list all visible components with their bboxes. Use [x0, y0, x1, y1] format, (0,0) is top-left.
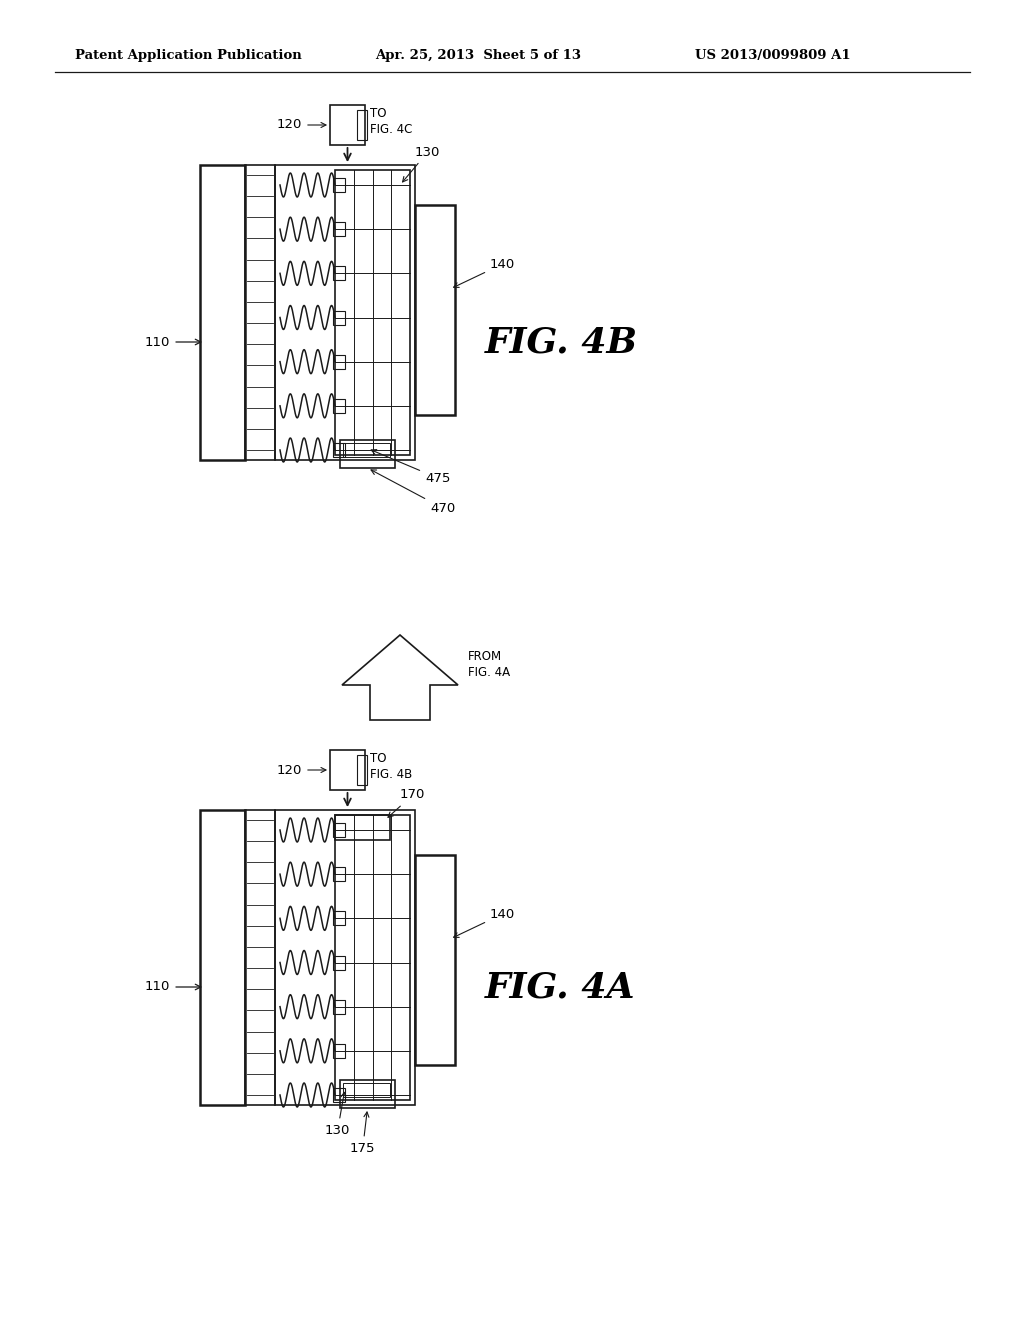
Bar — [415, 855, 455, 1065]
Text: 475: 475 — [372, 450, 451, 484]
Text: 130: 130 — [402, 145, 440, 182]
Text: 130: 130 — [325, 1093, 350, 1137]
Text: FIG. 4B: FIG. 4B — [485, 326, 638, 359]
Bar — [330, 106, 365, 145]
Text: 140: 140 — [454, 908, 515, 937]
Bar — [333, 822, 345, 837]
Bar — [245, 810, 275, 1105]
Bar — [333, 867, 345, 882]
Text: Apr. 25, 2013  Sheet 5 of 13: Apr. 25, 2013 Sheet 5 of 13 — [375, 49, 581, 62]
Text: TO
FIG. 4C: TO FIG. 4C — [370, 107, 413, 136]
Text: FIG. 4A: FIG. 4A — [485, 970, 636, 1005]
Text: 120: 120 — [276, 119, 302, 132]
Bar — [333, 999, 345, 1014]
Bar — [275, 810, 415, 1105]
Text: FROM
FIG. 4A: FROM FIG. 4A — [468, 649, 510, 678]
Bar — [330, 750, 365, 789]
Text: 470: 470 — [371, 470, 456, 515]
Bar — [333, 178, 345, 191]
Bar — [343, 1082, 390, 1097]
Bar — [357, 755, 367, 785]
Text: Patent Application Publication: Patent Application Publication — [75, 49, 302, 62]
Bar — [245, 165, 275, 459]
Bar — [333, 399, 345, 413]
Bar — [333, 444, 345, 457]
Bar — [340, 440, 395, 469]
Bar — [415, 205, 455, 414]
Bar — [333, 1044, 345, 1057]
Text: 170: 170 — [388, 788, 425, 817]
Bar — [335, 814, 410, 1100]
Bar — [275, 165, 415, 459]
Bar — [340, 1080, 395, 1107]
Text: 175: 175 — [350, 1111, 376, 1155]
Bar — [333, 310, 345, 325]
Bar — [357, 110, 367, 140]
Bar — [335, 814, 390, 840]
Bar — [200, 810, 245, 1105]
Bar — [200, 165, 245, 459]
Bar — [333, 355, 345, 368]
Text: 110: 110 — [145, 335, 201, 348]
Bar — [343, 444, 390, 457]
Text: TO
FIG. 4B: TO FIG. 4B — [370, 752, 413, 781]
Bar — [333, 222, 345, 236]
Bar — [333, 1088, 345, 1102]
Bar — [335, 170, 410, 455]
Bar — [333, 956, 345, 969]
Text: US 2013/0099809 A1: US 2013/0099809 A1 — [695, 49, 851, 62]
Text: 140: 140 — [454, 257, 515, 288]
Bar — [333, 911, 345, 925]
Text: 110: 110 — [145, 981, 201, 994]
Bar — [333, 267, 345, 280]
Text: 120: 120 — [276, 763, 302, 776]
